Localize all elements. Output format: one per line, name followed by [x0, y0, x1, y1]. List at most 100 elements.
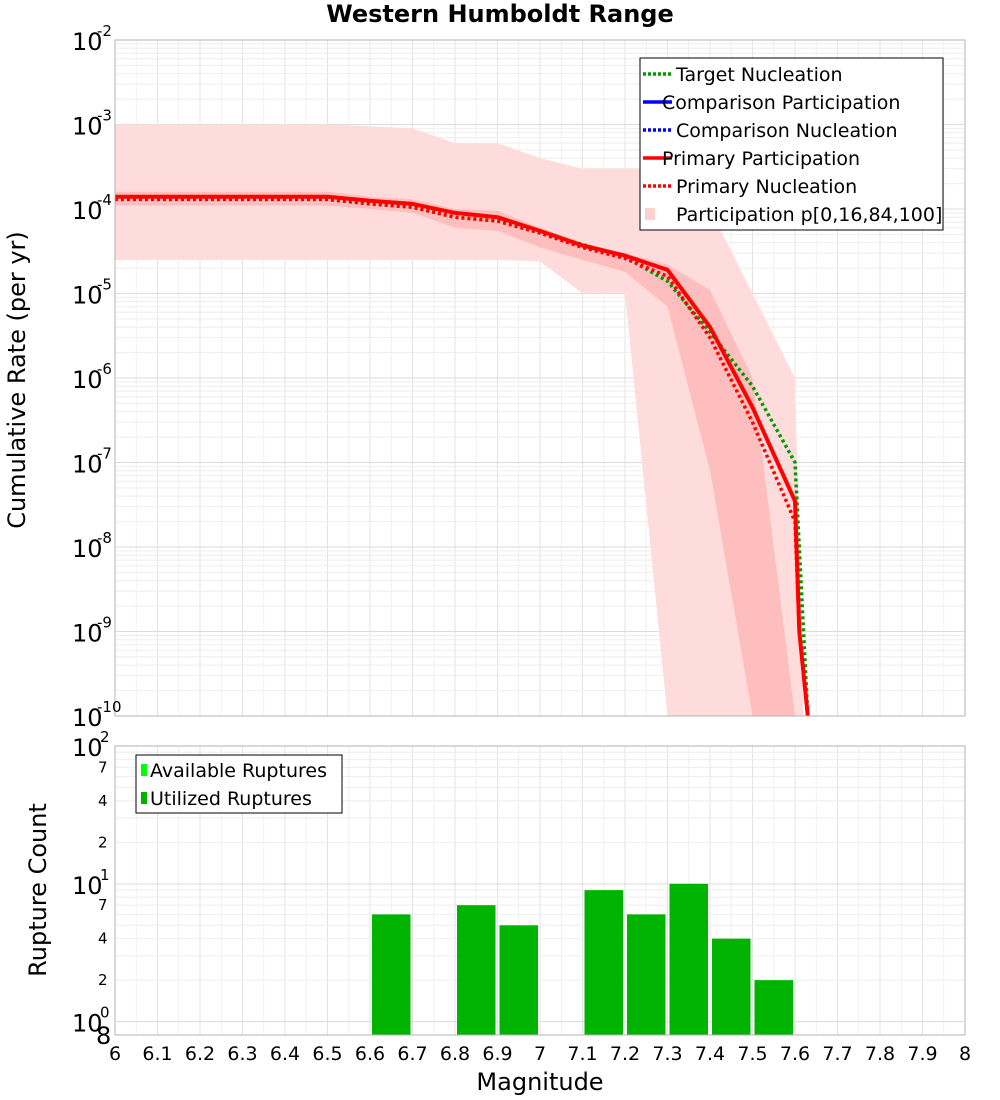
count-bar — [712, 938, 751, 1035]
y-tick-label: 10-7 — [72, 445, 112, 479]
count-bar — [499, 925, 538, 1035]
legend-label: Participation p[0,16,84,100] — [676, 204, 942, 226]
x-tick-label: 7.8 — [865, 1043, 895, 1065]
legend-item: Primary Nucleation — [643, 176, 857, 198]
participation-bands — [115, 124, 804, 717]
y-tick-exponent: -2 — [97, 22, 112, 40]
series-line-primary-participation — [115, 194, 810, 717]
x-tick-label: 8 — [959, 1043, 971, 1065]
x-tick-label: 7.7 — [822, 1043, 852, 1065]
count-legend: Available Ruptures Utilized Ruptures — [135, 754, 343, 814]
y-tick-exponent: -5 — [97, 276, 112, 294]
x-tick-label: 6.9 — [482, 1043, 512, 1065]
y-tick-base: 10 — [72, 734, 103, 762]
rate-y-ticks: 10-210-310-410-510-610-710-810-910-10 — [72, 22, 122, 732]
legend-label: Primary Participation — [662, 148, 860, 170]
count-bar — [754, 980, 793, 1035]
y-tick-base: 10 — [72, 28, 103, 56]
y-tick-base: 10 — [72, 197, 103, 225]
legend-swatch — [645, 208, 655, 220]
count-bar — [627, 914, 666, 1035]
y-tick-base: 10 — [72, 451, 103, 479]
y-tick-label: 10-4 — [72, 191, 112, 225]
count-bar — [457, 905, 496, 1035]
y-minor-tick-label: 2 — [98, 833, 108, 851]
legend-swatch — [141, 792, 147, 804]
x-tick-label: 7.9 — [907, 1043, 937, 1065]
legend-box — [135, 754, 343, 814]
count-bar — [372, 914, 411, 1035]
y-tick-exponent: -6 — [97, 360, 112, 378]
x-tick-label: 7.6 — [780, 1043, 810, 1065]
y-tick-exponent: -3 — [97, 107, 112, 125]
y-minor-tick-label: 4 — [98, 792, 108, 810]
legend-swatch — [141, 764, 147, 776]
magnitude-x-ticks: 6 6.1 6.2 6.3 6.4 6.5 6.6 6.7 6.8 6.9 7 7.1 7.2 7.3 7.… — [109, 1043, 971, 1065]
y-tick-base: 10 — [72, 1010, 103, 1038]
y-minor-tick-label: 7 — [98, 758, 108, 776]
y-tick-exponent: 0 — [100, 1004, 110, 1022]
x-tick-label: 6 — [109, 1043, 121, 1065]
y-tick-base: 10 — [72, 620, 103, 648]
x-tick-label: 7.1 — [567, 1043, 597, 1065]
legend-item: Utilized Ruptures — [141, 788, 312, 810]
x-tick-label: 6.2 — [185, 1043, 215, 1065]
y-minor-tick-label: 2 — [98, 971, 108, 989]
x-tick-label: 7.4 — [695, 1043, 725, 1065]
x-tick-label: 7.3 — [652, 1043, 682, 1065]
y-tick-label: 10-10 — [72, 698, 122, 732]
y-tick-label: 101 — [72, 866, 110, 900]
legend-item: Primary Participation — [643, 148, 860, 170]
x-tick-label: 6.4 — [270, 1043, 300, 1065]
count-bar — [584, 890, 623, 1035]
y-tick-exponent: -8 — [97, 529, 112, 547]
count-bar — [669, 883, 708, 1035]
y-tick-exponent: -10 — [97, 698, 122, 716]
x-tick-label: 6.7 — [397, 1043, 427, 1065]
x-tick-label: 6.1 — [142, 1043, 172, 1065]
x-tick-label: 6.3 — [227, 1043, 257, 1065]
y-tick-base: 10 — [72, 366, 103, 394]
y-tick-exponent: -7 — [97, 445, 112, 463]
rate-plot: 10-210-310-410-510-610-710-810-910-10 Ta… — [3, 22, 966, 732]
x-tick-label: 6.8 — [440, 1043, 470, 1065]
y-tick-base: 10 — [72, 704, 103, 732]
rate-lines — [115, 194, 810, 717]
y-tick-label: 100 — [72, 1004, 110, 1038]
rate-y-axis-label: Cumulative Rate (per yr) — [3, 231, 31, 529]
legend-item: Available Ruptures — [141, 760, 327, 782]
y-tick-exponent: 1 — [100, 866, 110, 884]
legend-label: Available Ruptures — [150, 760, 327, 782]
y-tick-label: 10-8 — [72, 529, 112, 563]
chart-title: Western Humboldt Range — [326, 0, 674, 28]
y-tick-label: 10-2 — [72, 22, 112, 56]
rate-legend: Target Nucleation Comparison Participatio… — [639, 57, 944, 231]
legend-item: Target Nucleation — [643, 64, 843, 86]
legend-item: Comparison Participation — [643, 92, 900, 114]
y-tick-base: 10 — [72, 535, 103, 563]
count-plot-frame — [114, 745, 966, 1036]
y-tick-label: 10-5 — [72, 276, 112, 310]
legend-label: Utilized Ruptures — [150, 788, 312, 810]
y-tick-base: 10 — [72, 282, 103, 310]
count-y-axis-label: Rupture Count — [24, 803, 52, 977]
x-tick-label: 7.5 — [737, 1043, 767, 1065]
x-tick-label: 6.6 — [355, 1043, 385, 1065]
y-tick-label: 10-3 — [72, 107, 112, 141]
y-tick-label: 10-9 — [72, 614, 112, 648]
y-tick-exponent: -4 — [97, 191, 112, 209]
x-axis-label: Magnitude — [476, 1068, 603, 1096]
series-line-primary-nucleation — [115, 197, 810, 717]
x-tick-label: 7 — [534, 1043, 546, 1065]
y-tick-bottom-label: 8 — [96, 1022, 111, 1050]
legend-label: Primary Nucleation — [676, 176, 857, 198]
y-minor-tick-label: 7 — [98, 896, 108, 914]
y-minor-tick-label: 4 — [98, 930, 108, 948]
y-tick-exponent: 2 — [100, 728, 110, 746]
y-tick-base: 10 — [72, 113, 103, 141]
rate-plot-frame — [114, 39, 966, 717]
y-tick-base: 10 — [72, 872, 103, 900]
